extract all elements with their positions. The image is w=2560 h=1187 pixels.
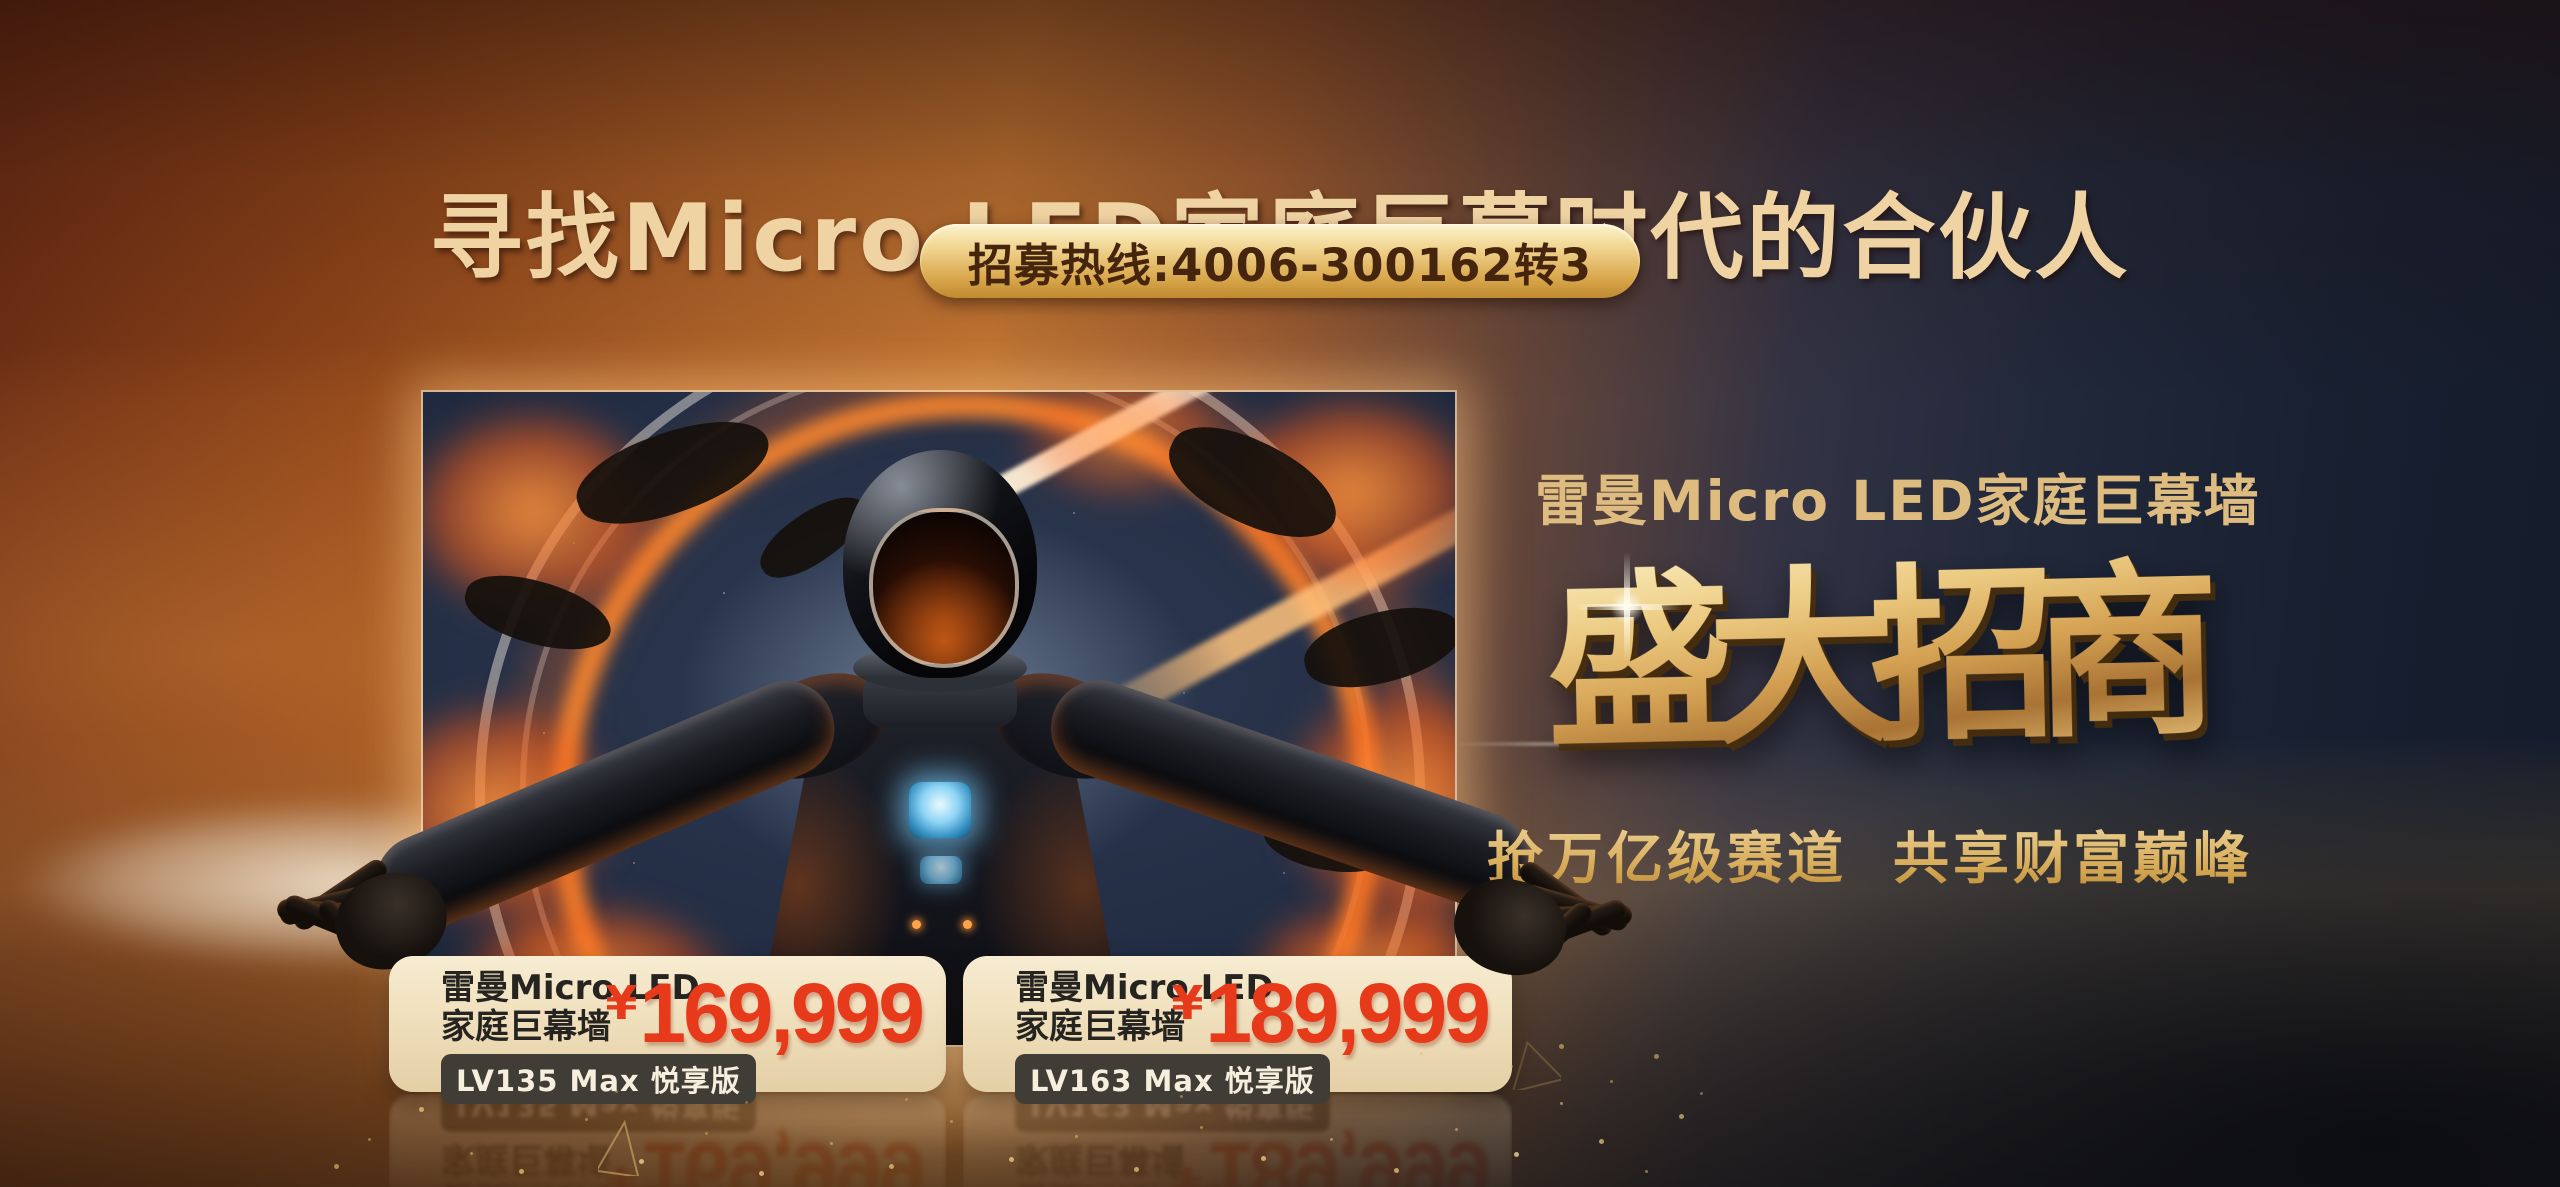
astronaut-visor — [869, 508, 1019, 668]
price-amount: 189,999 — [1205, 966, 1491, 1060]
price: ¥ 169,999 — [605, 966, 925, 1060]
card-reflection: 雷曼Micro LED 家庭巨幕墙 LV135 Max 悦享版 ¥169,999 — [389, 1082, 946, 1187]
stars — [423, 392, 425, 394]
gold-glitter — [0, 0, 3, 3]
currency-symbol: ¥ — [1171, 976, 1204, 1030]
promo-subtitle: 雷曼Micro LED家庭巨幕墙 — [1535, 469, 2261, 533]
hotline-pill[interactable]: 招募热线:4006-300162转3 — [919, 224, 1641, 298]
price-amount: 169,999 — [639, 966, 925, 1060]
product-name: 雷曼Micro LED 家庭巨幕墙 — [1015, 968, 1274, 1048]
product-card-lv135[interactable]: 雷曼Micro LED 家庭巨幕墙 LV135 Max 悦享版 ¥ 169,99… — [389, 956, 946, 1104]
product-screen-image — [423, 392, 1455, 1045]
currency-symbol: ¥ — [605, 976, 638, 1030]
price: ¥ 189,999 — [1171, 966, 1491, 1060]
product-name: 雷曼Micro LED 家庭巨幕墙 — [441, 968, 700, 1048]
lens-flare-streak — [1452, 742, 1722, 746]
card-reflection: 雷曼Micro LED 家庭巨幕墙 LV163 Max 悦享版 ¥189,999 — [963, 1082, 1512, 1187]
chest-light-small — [920, 856, 962, 884]
model-badge: LV163 Max 悦享版 — [1015, 1053, 1330, 1104]
sparkle-icon — [1572, 552, 1682, 662]
model-badge: LV135 Max 悦享版 — [441, 1053, 756, 1104]
suit-indicator-light — [912, 920, 921, 929]
confetti-triangle — [598, 1120, 640, 1176]
promo-tagline: 抢万亿级赛道 共享财富巅峰 — [1487, 814, 2249, 895]
confetti-triangle — [1511, 1040, 1561, 1090]
product-card-lv163[interactable]: 雷曼Micro LED 家庭巨幕墙 LV163 Max 悦享版 ¥ 189,99… — [963, 956, 1512, 1104]
astronaut-glove-right — [1443, 850, 1667, 1005]
chest-light — [909, 782, 971, 838]
tagline-right: 共享财富巅峰 — [1893, 814, 2253, 895]
suit-indicator-light — [963, 920, 972, 929]
